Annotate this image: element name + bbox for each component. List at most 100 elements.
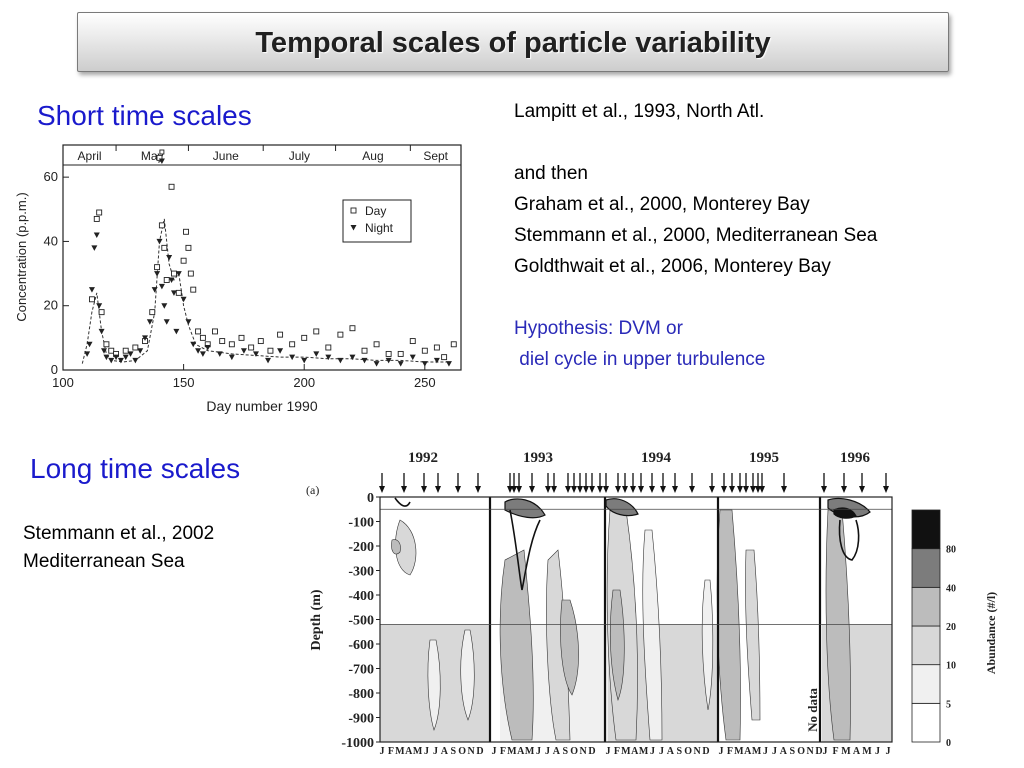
- surface-bloom-region: [833, 507, 857, 519]
- night-point: [409, 354, 416, 361]
- day-point: [373, 341, 380, 348]
- night-point: [252, 351, 259, 357]
- x-tick-label: 200: [293, 375, 315, 390]
- legend-day-label: Day: [365, 204, 386, 218]
- month-letter: S: [676, 746, 682, 757]
- month-letter: J: [650, 746, 655, 757]
- colorbar-swatch: [911, 509, 941, 550]
- day-point: [397, 350, 404, 357]
- depth-tick-label: -800: [348, 687, 374, 702]
- reference-and-then: and then: [514, 163, 588, 184]
- month-letter: J: [536, 746, 541, 757]
- day-point: [163, 277, 170, 283]
- night-point: [84, 351, 91, 357]
- reference-graham: Graham et al., 2000, Monterey Bay: [514, 194, 810, 215]
- slide-title: Temporal scales of particle variability: [255, 27, 771, 59]
- day-point: [88, 296, 95, 303]
- sampling-arrow-head: [841, 486, 847, 493]
- day-point: [267, 347, 274, 354]
- short-time-scales-heading: Short time scales: [37, 100, 252, 131]
- month-letter: J: [763, 746, 768, 757]
- colorbar-swatch: [911, 702, 941, 743]
- abundance-contour-region: [642, 529, 663, 741]
- day-point: [190, 286, 197, 293]
- x-axis-label: Day number 1990: [206, 398, 318, 414]
- month-letter: J: [886, 746, 891, 757]
- depth-tick-label: -1000: [341, 736, 374, 751]
- night-point: [228, 354, 235, 361]
- month-letter: O: [458, 746, 466, 757]
- day-point: [289, 341, 296, 348]
- night-point: [240, 348, 247, 354]
- year-label: 1996: [840, 450, 871, 466]
- day-point: [199, 334, 206, 341]
- night-point: [137, 348, 144, 354]
- month-letter: F: [727, 746, 733, 757]
- night-point: [216, 351, 223, 357]
- day-point: [149, 309, 156, 316]
- month-letter: M: [734, 746, 744, 757]
- month-letter: D: [702, 746, 709, 757]
- legend-day-marker: [350, 207, 357, 214]
- day-point: [337, 331, 344, 338]
- abundance-contour-region: [427, 639, 441, 731]
- night-point: [108, 357, 115, 364]
- y-axis-label: Concentration (p.p.m.): [14, 192, 29, 321]
- y-tick-label: 60: [44, 169, 58, 184]
- y-tick-label: 20: [44, 298, 58, 313]
- y-tick-label: 40: [44, 233, 58, 248]
- month-letter: A: [553, 746, 561, 757]
- night-point: [142, 335, 149, 341]
- abundance-contour-region: [460, 629, 475, 721]
- day-point: [154, 264, 161, 271]
- month-letter: F: [388, 746, 394, 757]
- month-letter: D: [815, 746, 822, 757]
- sampling-arrow-head: [638, 486, 644, 493]
- depth-tick-label: -200: [348, 540, 374, 555]
- day-point: [228, 341, 235, 348]
- day-point: [171, 270, 177, 277]
- sampling-arrow-head: [750, 486, 756, 493]
- sampling-arrow-head: [475, 486, 481, 493]
- month-letter: M: [507, 746, 517, 757]
- sampling-arrow-head: [649, 486, 655, 493]
- month-letter: J: [545, 746, 550, 757]
- day-point: [161, 244, 168, 251]
- night-point: [445, 361, 452, 367]
- sampling-arrow-head: [421, 486, 427, 493]
- legend-night-label: Night: [365, 221, 394, 235]
- depth-tick-label: -500: [348, 614, 374, 629]
- colorbar-level-label: 0: [946, 738, 951, 749]
- sampling-arrow-head: [603, 486, 609, 493]
- title-banner: Temporal scales of particle variability: [77, 12, 949, 72]
- month-letter: M: [525, 746, 535, 757]
- reference-stemmann-2002: Stemmann et al., 2002: [23, 523, 215, 544]
- night-point-overflow: [158, 158, 165, 164]
- month-letter: N: [467, 746, 475, 757]
- particle-concentration-chart: April May June July Aug Sept 100 150 200 2500204…: [14, 144, 462, 414]
- sampling-arrow-head: [511, 486, 517, 493]
- night-point: [113, 354, 120, 361]
- sampling-arrow-head: [615, 486, 621, 493]
- abundance-contour-region: [701, 579, 714, 711]
- sampling-arrow-head: [551, 486, 557, 493]
- sampling-arrow-head: [571, 486, 577, 493]
- sampling-arrow-head: [379, 486, 385, 493]
- month-label: June: [213, 149, 239, 163]
- sampling-arrow-head: [859, 486, 865, 493]
- night-point: [199, 351, 206, 357]
- month-letter: J: [492, 746, 497, 757]
- month-letter: M: [413, 746, 423, 757]
- sampling-arrow-head: [721, 486, 727, 493]
- colorbar-level-label: 5: [946, 699, 951, 710]
- night-point: [154, 271, 161, 277]
- sampling-arrow-head: [630, 486, 636, 493]
- abundance-contour-region: [825, 509, 851, 741]
- abundance-contour-region: [609, 589, 625, 701]
- month-letter: S: [450, 746, 456, 757]
- day-point: [185, 244, 192, 251]
- legend: Day Night: [342, 199, 412, 243]
- long-references: Stemmann et al., 2002 Mediterranean Sea: [23, 520, 214, 576]
- night-point: [86, 341, 93, 348]
- sampling-arrow-head: [529, 486, 535, 493]
